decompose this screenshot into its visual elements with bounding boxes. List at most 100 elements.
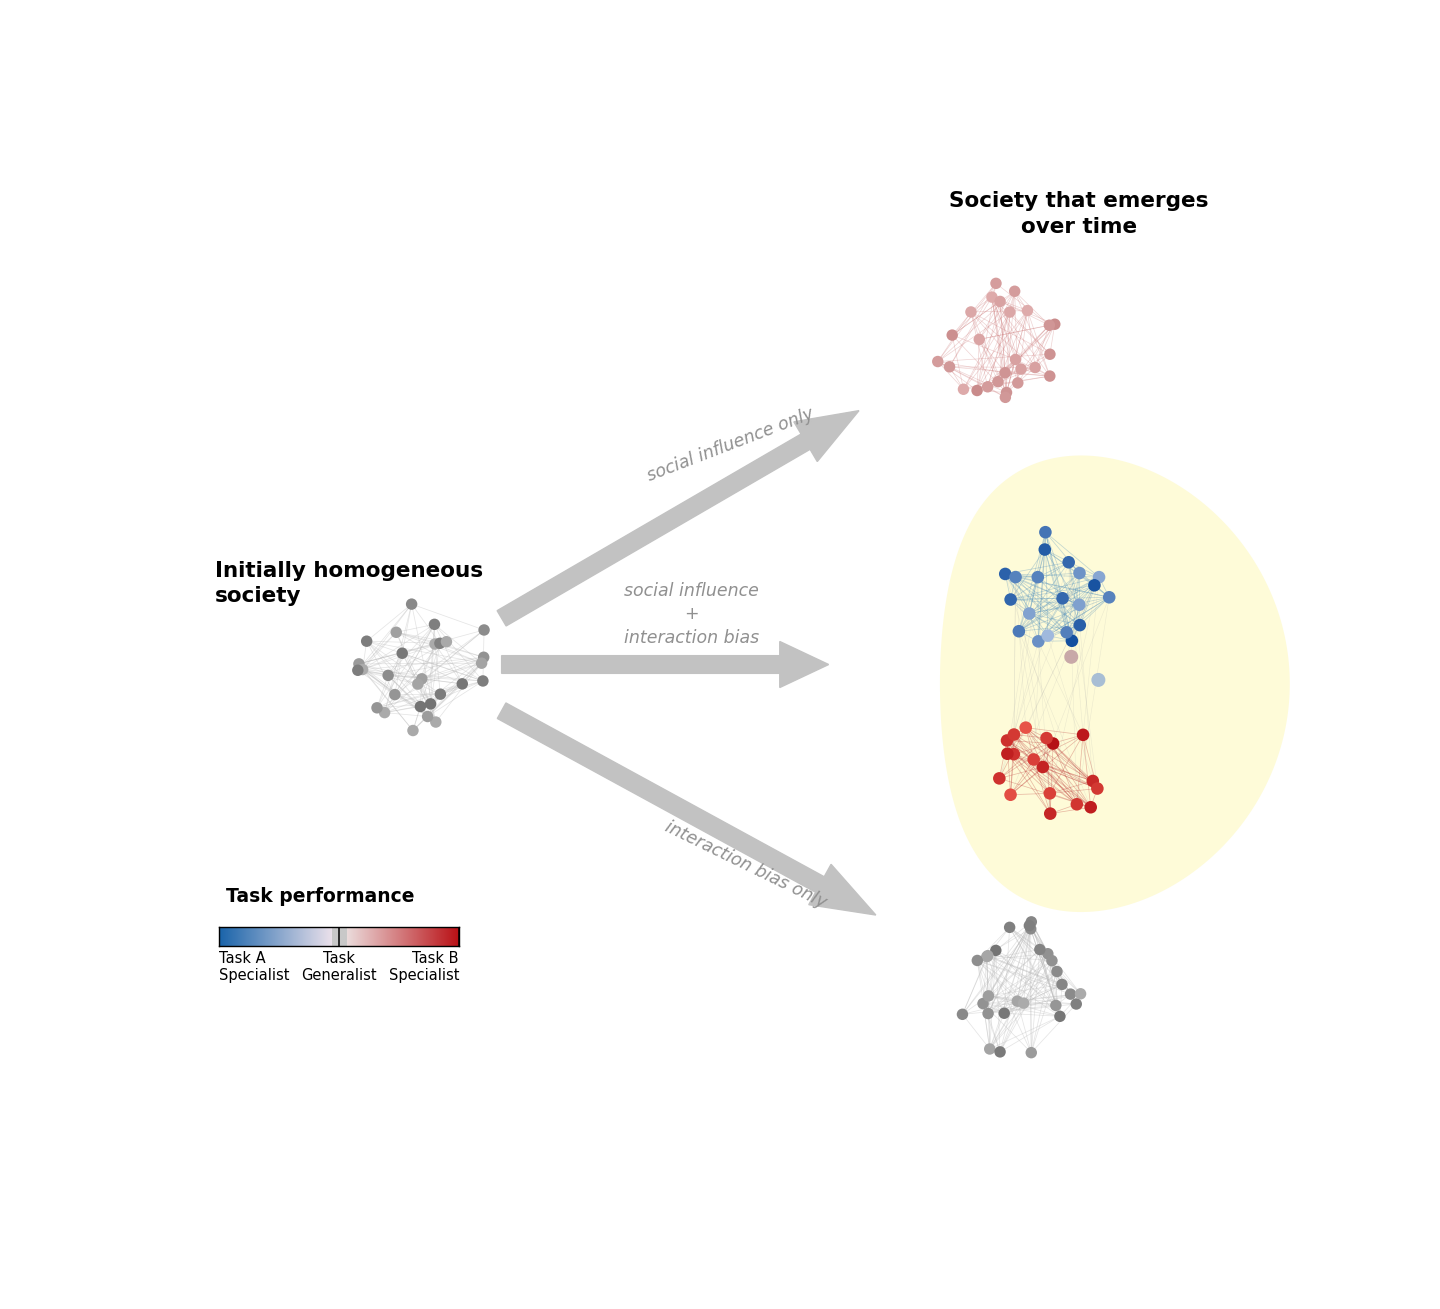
Point: [423, 634, 446, 654]
Point: [1004, 281, 1027, 302]
Point: [1012, 992, 1035, 1013]
Point: [975, 946, 998, 967]
Point: [373, 702, 396, 723]
Point: [985, 940, 1008, 961]
Point: [996, 744, 1020, 764]
Point: [1071, 724, 1094, 745]
Point: [1068, 615, 1092, 636]
Point: [985, 272, 1008, 293]
Point: [950, 1004, 973, 1025]
Point: [472, 647, 495, 668]
Point: [346, 660, 369, 681]
Point: [471, 670, 494, 691]
Point: [402, 720, 425, 741]
Point: [1060, 647, 1083, 668]
Point: [1066, 793, 1089, 814]
Point: [937, 356, 960, 377]
Point: [1020, 919, 1043, 940]
Point: [994, 563, 1017, 584]
Point: [981, 287, 1004, 308]
Point: [1051, 588, 1074, 609]
Point: [1034, 539, 1057, 560]
Point: [995, 382, 1018, 403]
Point: [988, 291, 1011, 312]
Point: [1097, 586, 1120, 607]
Point: [966, 380, 989, 401]
Point: [1045, 961, 1068, 982]
Point: [952, 378, 975, 399]
Point: [390, 643, 413, 664]
Point: [940, 325, 963, 346]
Point: [1028, 939, 1051, 959]
Point: [1034, 522, 1057, 543]
Point: [992, 1003, 1015, 1024]
Point: [1022, 749, 1045, 770]
Point: [1037, 626, 1060, 647]
Point: [1048, 1005, 1071, 1026]
Point: [1083, 575, 1106, 596]
FancyArrow shape: [501, 641, 828, 687]
Point: [419, 694, 442, 715]
Point: [1056, 622, 1079, 643]
Point: [347, 653, 370, 674]
Point: [999, 784, 1022, 805]
Point: [1038, 365, 1061, 386]
Point: [1050, 974, 1073, 995]
Point: [1038, 804, 1061, 825]
Point: [425, 712, 448, 733]
Point: [999, 589, 1022, 610]
Point: [1007, 373, 1030, 394]
Point: [994, 387, 1017, 408]
Point: [409, 696, 432, 717]
Point: [472, 619, 495, 640]
Point: [1060, 631, 1083, 652]
Point: [988, 1042, 1011, 1063]
Point: [423, 614, 446, 635]
Point: [926, 351, 949, 372]
Point: [1017, 300, 1040, 321]
FancyArrow shape: [497, 703, 876, 915]
Point: [1004, 567, 1027, 588]
Point: [383, 685, 406, 706]
Point: [986, 372, 1009, 393]
Point: [1027, 567, 1050, 588]
Point: [1020, 911, 1043, 932]
Point: [1002, 724, 1025, 745]
Point: [998, 916, 1021, 937]
Point: [428, 632, 451, 653]
Point: [1067, 594, 1090, 615]
Point: [1005, 991, 1028, 1012]
Point: [994, 363, 1017, 384]
Point: [1035, 728, 1058, 749]
Point: [1027, 631, 1050, 652]
Point: [1038, 344, 1061, 365]
Text: Task performance: Task performance: [226, 886, 415, 906]
Point: [1018, 915, 1041, 936]
Text: interaction bias only: interaction bias only: [662, 818, 829, 911]
Point: [451, 673, 474, 694]
Point: [400, 594, 423, 615]
Point: [1044, 995, 1067, 1016]
Point: [998, 301, 1021, 322]
Point: [435, 631, 458, 652]
Text: Task
Generalist: Task Generalist: [301, 950, 377, 983]
Point: [1086, 778, 1109, 798]
Point: [1068, 563, 1092, 584]
Point: [1058, 983, 1081, 1004]
Point: [1002, 744, 1025, 764]
Point: [1041, 733, 1064, 754]
Point: [1043, 314, 1066, 335]
Point: [1037, 944, 1060, 965]
Point: [976, 376, 999, 397]
Point: [1018, 603, 1041, 624]
Point: [966, 950, 989, 971]
Point: [406, 674, 429, 695]
Text: Task A
Specialist: Task A Specialist: [219, 950, 289, 983]
Point: [351, 658, 374, 679]
Point: [469, 653, 492, 674]
Point: [377, 665, 400, 686]
Point: [1038, 783, 1061, 804]
Point: [1087, 567, 1110, 588]
Point: [976, 986, 999, 1007]
Point: [416, 706, 439, 726]
